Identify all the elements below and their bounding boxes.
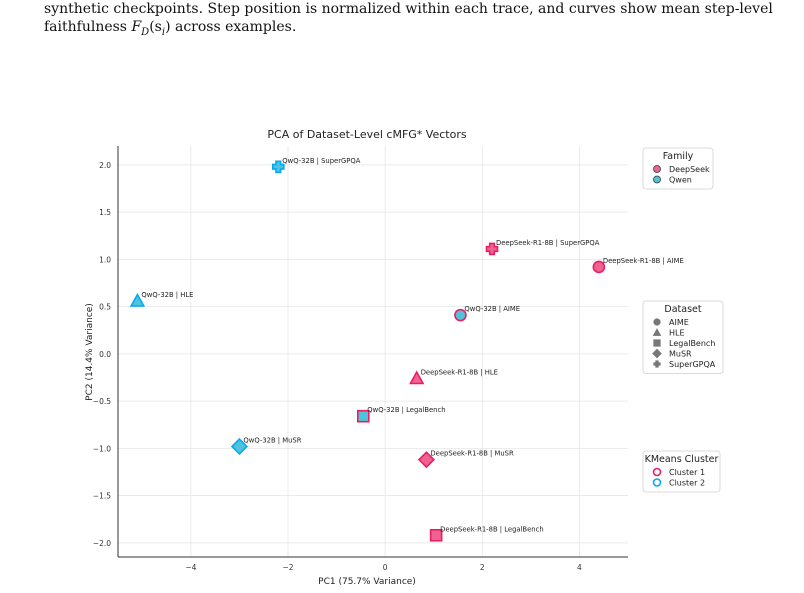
point-label: QwQ-32B | SuperGPQA <box>282 157 360 165</box>
caption-math-sub-i: i <box>161 26 166 38</box>
cluster-legend-marker <box>652 478 662 487</box>
family-legend-title: Family <box>663 151 694 162</box>
point-label: DeepSeek-R1-8B | HLE <box>421 368 498 376</box>
x-tick-label: −2 <box>282 563 293 572</box>
dataset-legend-item: LegalBench <box>669 339 715 348</box>
point-label: DeepSeek-R1-8B | LegalBench <box>440 525 543 533</box>
x-tick-label: 4 <box>577 563 582 572</box>
cluster-legend-marker <box>652 467 662 477</box>
chart-title: PCA of Dataset-Level cMFG* Vectors <box>267 128 466 141</box>
y-tick-label: 0.5 <box>99 303 111 312</box>
point-labels: QwQ-32B | SuperGPQA DeepSeek-R1-8B | Supe… <box>141 157 683 533</box>
dataset-legend-marker <box>653 360 661 368</box>
data-point-aime-marker <box>592 260 606 274</box>
y-tick-label: −2.0 <box>93 539 111 548</box>
grid-lines <box>118 146 628 557</box>
family-legend: Family DeepSeek Qwen <box>642 147 714 190</box>
family-legend-marker <box>653 175 661 184</box>
data-point-supergpqa-marker <box>485 242 499 256</box>
point-label: DeepSeek-R1-8B | MuSR <box>430 450 514 458</box>
dataset-legend-item: SuperGPQA <box>669 360 716 369</box>
dataset-legend-marker <box>653 339 661 347</box>
data-point-legalbench-marker <box>429 528 443 542</box>
dataset-legend-item: AIME <box>669 318 689 327</box>
data-point-supergpqa-marker <box>271 160 285 174</box>
data-point-aime-marker <box>454 308 467 322</box>
caption-line-1: synthetic checkpoints. Step position is … <box>44 1 773 17</box>
figure-caption: synthetic checkpoints. Step position is … <box>44 0 784 42</box>
y-tick-label: −1.0 <box>93 444 111 453</box>
x-axis-label: PC1 (75.7% Variance) <box>318 577 416 587</box>
caption-text-end: ) across examples. <box>165 19 297 35</box>
y-tick-label: −0.5 <box>93 397 111 406</box>
x-tick-label: −4 <box>185 563 196 572</box>
point-label: DeepSeek-R1-8B | SuperGPQA <box>496 239 600 247</box>
data-points <box>129 160 606 542</box>
caption-math-sub-d: D <box>141 26 150 38</box>
data-point-musr-marker <box>417 451 435 469</box>
dataset-legend-marker <box>652 328 662 336</box>
cluster-legend-item: Cluster 2 <box>669 479 705 488</box>
cluster-legend-item: Cluster 1 <box>669 468 705 477</box>
dataset-legend-marker <box>652 348 662 359</box>
x-tick-label: 0 <box>383 563 388 572</box>
point-label: QwQ-32B | AIME <box>464 305 520 313</box>
y-tick-label: 1.0 <box>99 255 111 264</box>
dataset-legend-frame <box>642 300 724 374</box>
dataset-legend-marker <box>653 318 661 326</box>
data-point-hle-marker <box>409 370 425 385</box>
point-label: DeepSeek-R1-8B | AIME <box>603 257 684 265</box>
y-tick-label: 0.0 <box>99 350 111 359</box>
y-tick-label: −1.5 <box>93 492 111 501</box>
axes <box>117 146 628 558</box>
point-label: QwQ-32B | HLE <box>141 291 193 299</box>
data-point-hle-marker <box>129 292 146 307</box>
legends: Family DeepSeek Qwen Dataset AIME HLELegalBen… <box>642 147 724 493</box>
caption-math-arg: (s <box>149 19 162 35</box>
cluster-legend-title: KMeans Cluster <box>645 454 719 465</box>
family-legend-marker <box>653 165 661 173</box>
caption-line-2: faithfulness FD(si) across examples. <box>44 18 784 42</box>
family-legend-item: DeepSeek <box>669 165 710 174</box>
data-point-musr-marker <box>230 437 248 456</box>
y-tick-label: 2.0 <box>99 161 111 170</box>
dataset-legend-item: HLE <box>669 329 685 338</box>
y-tick-label: 1.5 <box>99 208 111 217</box>
tick-labels: −4 −2 0 2 4 2.0 1.5 1.0 0.5 0.0 −0.5 −1.0 −1.5 −2.0 <box>93 161 582 572</box>
caption-math-f: F <box>131 19 142 35</box>
x-tick-label: 2 <box>480 563 485 572</box>
cluster-legend: KMeans Cluster Cluster 1 Cluster 2 <box>642 450 721 493</box>
family-legend-item: Qwen <box>669 176 692 185</box>
cluster-legend-frame <box>642 450 721 493</box>
point-label: QwQ-32B | LegalBench <box>367 406 445 414</box>
point-label: QwQ-32B | MuSR <box>243 436 301 444</box>
dataset-legend-title: Dataset <box>664 304 701 315</box>
y-axis-label: PC2 (14.4% Variance) <box>85 303 95 401</box>
dataset-legend-item: MuSR <box>669 350 692 359</box>
caption-text: faithfulness <box>44 19 132 35</box>
data-point-legalbench-marker <box>356 409 370 423</box>
